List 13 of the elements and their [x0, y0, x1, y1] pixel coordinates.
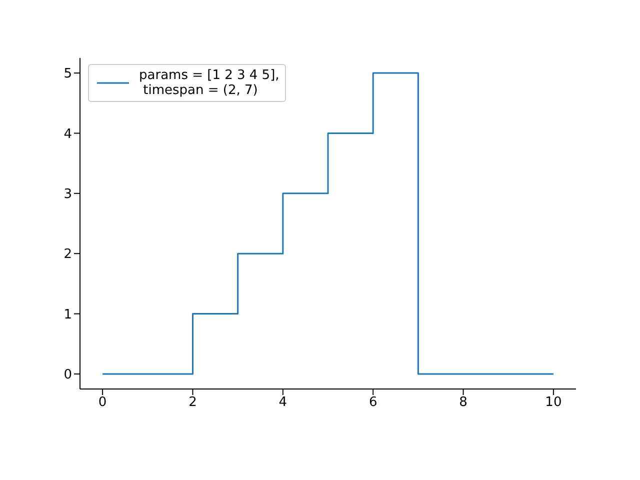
y-tick-label: 1 [64, 307, 72, 322]
x-tick-label: 10 [545, 395, 562, 410]
x-tick-label: 4 [278, 395, 288, 410]
legend-label: params = [1 2 3 4 5], timespan = (2, 7) [139, 68, 280, 98]
y-tick-label: 5 [64, 66, 72, 82]
x-tick-label: 6 [368, 395, 378, 410]
x-tick-label: 0 [98, 395, 107, 410]
y-tick-label: 0 [64, 368, 72, 383]
y-tick-label: 3 [64, 187, 72, 202]
y-tick-label: 4 [64, 126, 72, 142]
x-tick-label: 8 [459, 395, 468, 410]
y-tick-label: 2 [64, 247, 72, 262]
x-tick-label: 2 [188, 395, 197, 410]
